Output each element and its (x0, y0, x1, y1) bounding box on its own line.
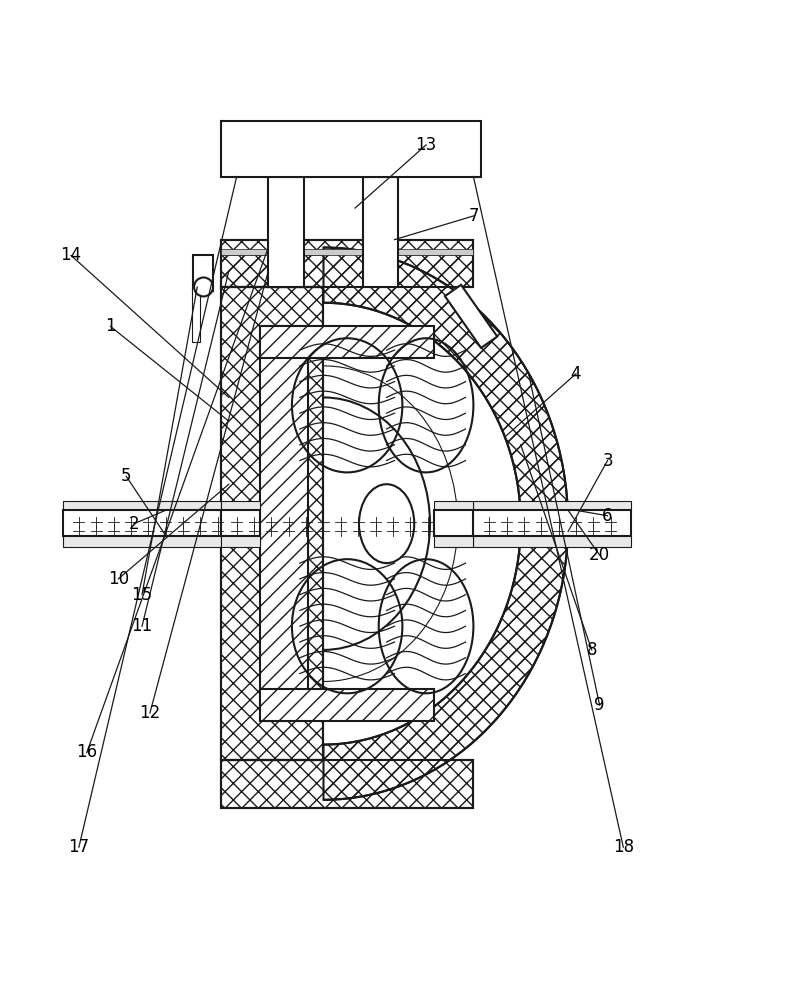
Bar (221, 121, 481, 177)
Bar (473, 510, 631, 536)
Bar (221, 249, 473, 255)
Bar (221, 240, 473, 287)
Bar (260, 326, 308, 721)
Text: 17: 17 (69, 838, 89, 856)
Text: 18: 18 (613, 838, 634, 856)
Bar (221, 287, 323, 760)
Bar (221, 760, 473, 808)
Bar (221, 536, 260, 547)
Text: 4: 4 (570, 365, 581, 383)
Bar (268, 177, 304, 287)
Text: 3: 3 (602, 452, 613, 470)
Bar (193, 255, 213, 291)
Text: 2: 2 (129, 515, 140, 533)
Bar (260, 326, 434, 358)
Bar (434, 501, 473, 510)
Text: 9: 9 (594, 696, 605, 714)
Bar (260, 689, 434, 721)
Bar (221, 240, 473, 287)
Circle shape (194, 278, 213, 296)
Bar (221, 510, 260, 536)
Text: 5: 5 (121, 467, 132, 485)
Text: 14: 14 (61, 246, 81, 264)
Text: 1: 1 (105, 317, 116, 335)
Polygon shape (323, 248, 568, 800)
Text: 20: 20 (589, 546, 610, 564)
Text: 16: 16 (77, 743, 97, 761)
Bar (221, 255, 473, 287)
Text: 7: 7 (468, 207, 479, 225)
Bar (473, 501, 631, 510)
Text: 6: 6 (602, 507, 613, 525)
Bar (445, 285, 497, 348)
Bar (192, 287, 200, 342)
Bar (260, 326, 308, 721)
Bar (260, 689, 434, 721)
Text: 11: 11 (132, 617, 152, 635)
Ellipse shape (359, 484, 414, 563)
Bar (63, 536, 221, 547)
Text: 13: 13 (416, 136, 436, 154)
Bar (473, 536, 631, 547)
Bar (63, 501, 221, 510)
Bar (445, 285, 497, 348)
Bar (221, 501, 260, 510)
Text: 12: 12 (140, 704, 160, 722)
Bar (434, 536, 473, 547)
Text: 10: 10 (108, 570, 129, 588)
Bar (434, 510, 473, 536)
Bar (221, 760, 473, 808)
Bar (260, 326, 434, 358)
Bar (63, 510, 221, 536)
Text: 15: 15 (132, 586, 152, 604)
Bar (221, 287, 323, 760)
Bar (363, 177, 398, 287)
Text: 8: 8 (586, 641, 597, 659)
